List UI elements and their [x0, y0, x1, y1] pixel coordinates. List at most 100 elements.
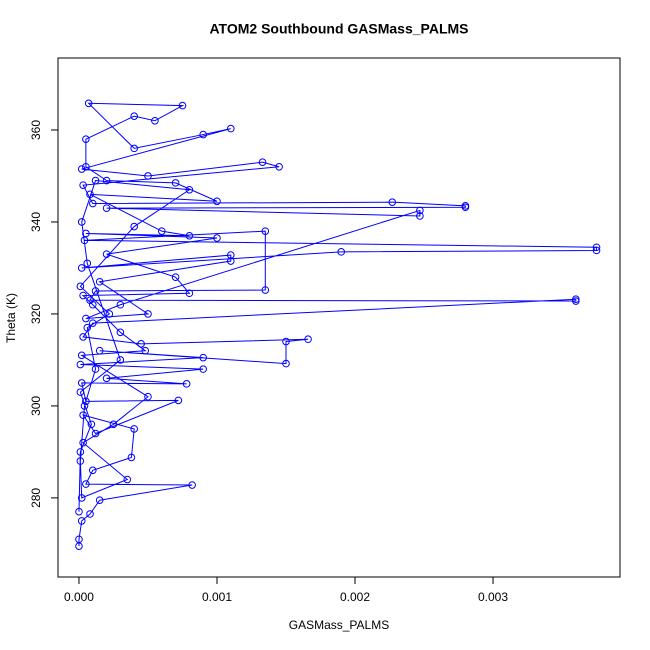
data-point	[79, 438, 87, 447]
data-point	[80, 236, 89, 245]
data-point	[199, 130, 207, 139]
data-point	[130, 425, 138, 433]
data-point	[84, 99, 93, 108]
data-point	[213, 197, 221, 206]
data-point	[182, 380, 191, 388]
data-point	[82, 480, 90, 488]
data-point	[185, 185, 194, 194]
data-point	[141, 346, 150, 355]
data-point	[144, 310, 152, 318]
data-point	[86, 510, 94, 518]
data-point	[226, 251, 235, 259]
data-point	[82, 162, 90, 171]
plot-frame	[57, 57, 621, 578]
data-point	[157, 227, 166, 235]
data-point	[116, 356, 125, 364]
y-tick-label: 340	[29, 212, 43, 232]
data-point	[91, 287, 100, 295]
data-point	[109, 420, 118, 429]
data-point	[185, 231, 194, 240]
data-point	[82, 397, 90, 406]
data-point	[226, 124, 235, 133]
data-point	[77, 379, 86, 387]
data-point	[102, 250, 111, 258]
data-point	[76, 360, 85, 369]
data-point	[130, 144, 138, 153]
data-point	[77, 218, 86, 226]
data-point	[261, 227, 270, 235]
data-point	[91, 365, 100, 373]
data-point	[79, 181, 87, 189]
data-point	[77, 494, 86, 502]
y-tick-label: 300	[29, 396, 43, 416]
data-point	[174, 396, 183, 405]
data-point	[102, 176, 111, 185]
data-point	[76, 448, 85, 456]
data-point	[282, 359, 290, 368]
y-tick-label: 280	[29, 488, 43, 508]
data-point	[102, 374, 111, 383]
y-tick-label: 320	[29, 304, 43, 324]
data-point	[592, 246, 601, 255]
data-point	[116, 328, 125, 337]
data-point	[171, 273, 180, 281]
data-point	[258, 158, 267, 166]
data-point	[123, 475, 132, 484]
data-point	[76, 282, 85, 291]
y-axis-label: Theta (K)	[4, 293, 18, 343]
data-point	[188, 481, 196, 489]
data-point	[461, 202, 470, 210]
data-point	[199, 365, 207, 373]
data-point	[79, 333, 87, 341]
data-point	[77, 165, 86, 173]
data-point	[151, 116, 159, 125]
data-point	[95, 346, 104, 355]
data-point	[137, 340, 145, 348]
data-point	[416, 206, 424, 215]
data-point	[130, 222, 138, 231]
data-point	[88, 466, 97, 475]
data-point	[95, 496, 104, 504]
data-point	[88, 300, 97, 309]
data-point	[226, 257, 235, 265]
data-point	[261, 286, 270, 294]
data-point	[213, 234, 221, 242]
data-point	[144, 172, 152, 180]
data-point	[171, 179, 180, 187]
data-point	[82, 229, 90, 238]
data-point	[76, 388, 85, 396]
data-point	[75, 507, 83, 516]
data-point	[77, 517, 86, 525]
chart-title: ATOM2 Southbound GASMass_PALMS	[209, 21, 468, 37]
data-line	[78, 102, 598, 547]
data-point	[144, 392, 152, 401]
data-point	[130, 112, 138, 120]
x-axis-label: GASMass_PALMS	[289, 618, 389, 632]
data-point	[95, 277, 104, 286]
x-tick-label: 0.000	[64, 590, 94, 604]
data-point	[88, 199, 97, 208]
data-point	[79, 291, 87, 300]
data-point	[75, 535, 83, 544]
data-point	[185, 289, 194, 298]
data-point	[80, 402, 89, 410]
data-point	[86, 190, 94, 199]
data-point	[88, 319, 97, 327]
data-point	[116, 300, 125, 309]
data-point	[416, 212, 424, 220]
data-point	[127, 453, 136, 462]
data-point	[83, 323, 92, 332]
y-tick-label: 360	[29, 120, 43, 140]
data-point	[82, 314, 90, 323]
x-tick-label: 0.003	[478, 590, 508, 604]
data-point	[91, 429, 100, 438]
data-point	[105, 310, 114, 318]
data-point	[178, 101, 187, 110]
data-point	[337, 248, 346, 256]
data-point	[77, 351, 86, 360]
data-point	[82, 135, 90, 143]
data-point	[275, 162, 283, 171]
data-point	[572, 297, 580, 305]
data-point	[79, 411, 87, 419]
data-point	[304, 335, 312, 344]
